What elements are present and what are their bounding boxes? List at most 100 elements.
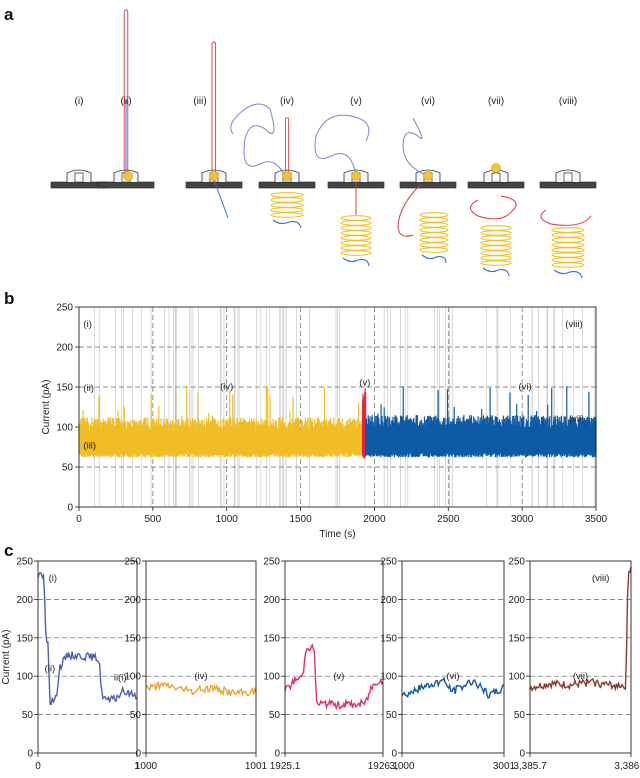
coil-turn bbox=[551, 247, 585, 253]
plot-frame bbox=[78, 306, 597, 508]
motor-protein-icon bbox=[282, 171, 292, 181]
plot-area bbox=[402, 561, 504, 753]
dna-strand-blue bbox=[213, 179, 229, 219]
coil-turn bbox=[340, 240, 372, 246]
panel-a-schematic: (i) (ii) (iii) (iv) (v) (vi) (vii) (viii) bbox=[50, 9, 597, 279]
dna-coil bbox=[551, 227, 585, 279]
x-tick-label: 1001 bbox=[245, 761, 268, 772]
y-tick-label: 150 bbox=[263, 633, 280, 644]
y-axis-label: Current (pA) bbox=[1, 629, 12, 684]
coil-turn bbox=[419, 237, 449, 243]
y-tick-label: 250 bbox=[508, 557, 525, 568]
y-tick-label: 0 bbox=[391, 749, 397, 760]
membrane bbox=[258, 181, 316, 189]
y-tick-label: 100 bbox=[124, 672, 141, 683]
coil-turn bbox=[419, 217, 449, 223]
step-label-5: (v) bbox=[350, 96, 362, 107]
panel-label-c: c bbox=[4, 541, 13, 560]
y-tick-label: 100 bbox=[380, 672, 397, 683]
x-tick-label: 3001 bbox=[493, 761, 516, 772]
y-tick-label: 200 bbox=[508, 595, 525, 606]
trace-1 bbox=[401, 676, 505, 700]
y-tick-label: 150 bbox=[124, 633, 141, 644]
plot-frame bbox=[37, 560, 138, 754]
coil-turn bbox=[340, 215, 372, 221]
step-label-6: (vi) bbox=[421, 96, 435, 107]
coil-turn bbox=[480, 260, 512, 266]
motor-protein-icon bbox=[123, 171, 133, 181]
annotation-label: (ii) bbox=[83, 383, 94, 394]
motor-protein-icon bbox=[351, 171, 361, 181]
coil-turn bbox=[551, 262, 585, 268]
coil-turn bbox=[340, 230, 372, 236]
plot-area bbox=[530, 561, 631, 753]
motor-protein-icon bbox=[423, 171, 433, 181]
coil-turn bbox=[480, 230, 512, 236]
coil-turn bbox=[480, 235, 512, 241]
x-tick-label: 3,000 bbox=[389, 761, 414, 772]
panel-c-plot-3: 0 50 100 150 200 250 1925.1 1926.1 (v) bbox=[263, 557, 398, 773]
y-tick-label: 0 bbox=[519, 749, 525, 760]
annotation-label: (vii) bbox=[569, 413, 584, 424]
panel-label-a: a bbox=[4, 5, 14, 24]
coil-turn bbox=[551, 227, 585, 233]
panel-c-plot-2: 0 50 100 150 200 250 1000 1001 (iv) bbox=[124, 557, 267, 773]
coil-turn bbox=[551, 237, 585, 243]
membrane bbox=[185, 181, 243, 189]
motor-protein-icon bbox=[491, 163, 501, 173]
annotation-label: (i) bbox=[49, 573, 57, 584]
annotation-label: (iv) bbox=[220, 381, 233, 392]
coil-turn bbox=[551, 232, 585, 238]
x-tick-label: 3000 bbox=[511, 514, 534, 525]
x-tick-label: 500 bbox=[145, 514, 162, 525]
annotation-label: (vi) bbox=[518, 381, 531, 392]
dna-loop bbox=[402, 117, 429, 177]
dna-strand bbox=[397, 184, 421, 237]
coil-turn bbox=[480, 255, 512, 261]
coil-turn bbox=[419, 247, 449, 253]
coil-turn bbox=[419, 242, 449, 248]
dna-strand-long bbox=[211, 41, 217, 175]
panel-c-plot-4: 0 50 100 150 200 250 3,000 3001 (vi) bbox=[380, 557, 515, 773]
coil-turn bbox=[480, 225, 512, 231]
y-tick-label: 50 bbox=[269, 710, 281, 721]
dna-tail bbox=[272, 219, 302, 229]
y-tick-label: 100 bbox=[56, 423, 73, 434]
y-axis-label: Current (pA) bbox=[41, 379, 52, 434]
annotation-label: (viii) bbox=[565, 319, 582, 330]
coil-turn bbox=[551, 257, 585, 263]
x-tick-label: 1500 bbox=[289, 514, 312, 525]
x-tick-label: 2500 bbox=[437, 514, 460, 525]
coil-turn bbox=[480, 245, 512, 251]
coil-turn bbox=[270, 197, 304, 203]
dna-tail bbox=[553, 269, 583, 279]
panel-label-b: b bbox=[4, 289, 14, 308]
membrane bbox=[467, 181, 525, 189]
annotation-label: (viii) bbox=[592, 573, 609, 584]
dna-tail bbox=[342, 257, 370, 267]
y-tick-label: 100 bbox=[16, 672, 33, 683]
annotation-label: (vii) bbox=[573, 671, 588, 682]
coil-turn bbox=[340, 245, 372, 251]
annotation-label: (iv) bbox=[194, 671, 207, 682]
trace-1 bbox=[37, 571, 138, 706]
x-tick-label: 1 bbox=[134, 761, 140, 772]
coil-turn bbox=[419, 222, 449, 228]
y-tick-label: 250 bbox=[16, 557, 33, 568]
y-tick-label: 200 bbox=[56, 343, 73, 354]
x-tick-label: 1000 bbox=[135, 761, 158, 772]
annotation-label: (v) bbox=[333, 671, 344, 682]
step-label-7: (vii) bbox=[488, 96, 504, 107]
step-label-8: (viii) bbox=[559, 96, 577, 107]
coil-turn bbox=[551, 252, 585, 258]
dna-tail bbox=[421, 254, 447, 264]
x-tick-label: 1925.1 bbox=[270, 761, 301, 772]
x-tick-label: 0 bbox=[35, 761, 41, 772]
y-tick-label: 50 bbox=[22, 710, 34, 721]
y-tick-label: 150 bbox=[16, 633, 33, 644]
dna-strand bbox=[285, 117, 289, 174]
coil-turn bbox=[270, 207, 304, 213]
dna-loop bbox=[230, 103, 286, 177]
